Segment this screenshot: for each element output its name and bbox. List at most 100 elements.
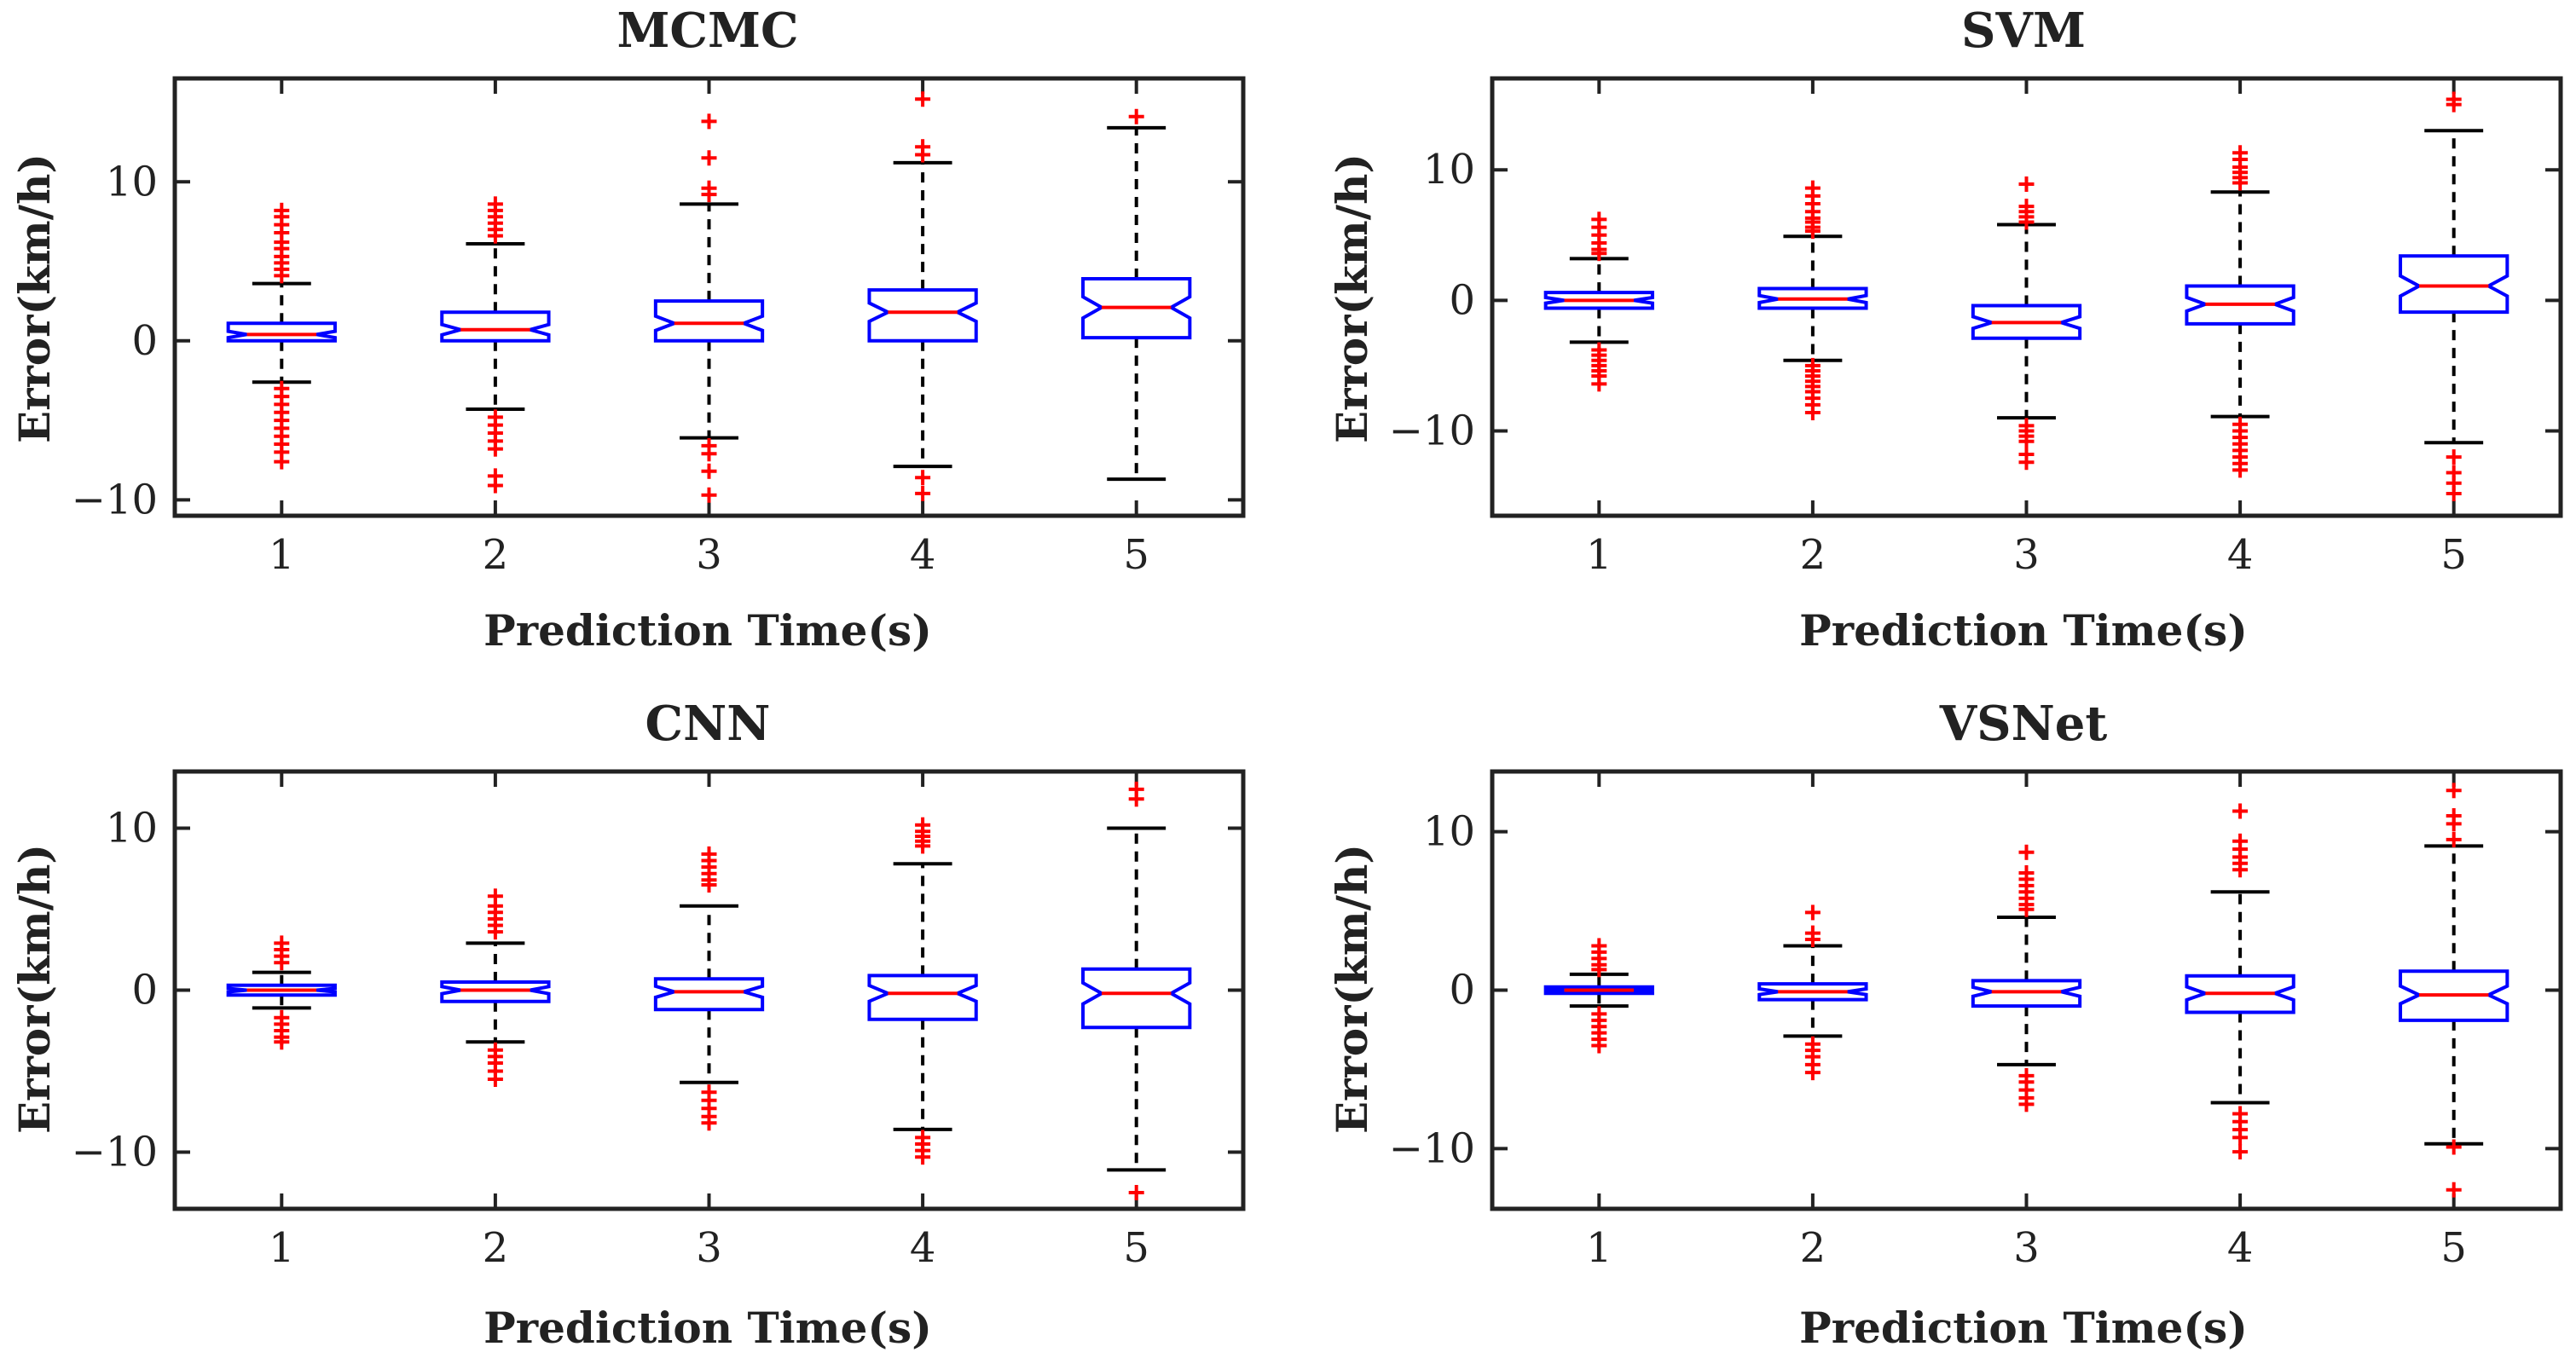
box-group (1081, 781, 1192, 1200)
x-tick-label: 4 (910, 531, 936, 579)
y-tick-label: 0 (1449, 967, 1475, 1014)
box-group (226, 935, 337, 1050)
outlier-marker (2446, 783, 2462, 799)
x-tick-label: 2 (1800, 531, 1826, 579)
box-group (1081, 108, 1192, 482)
outlier-marker (2018, 1096, 2035, 1112)
box-body (1971, 979, 2082, 1008)
x-tick-label: 2 (483, 531, 509, 579)
outlier-marker (2018, 901, 2035, 917)
y-axis-label: Error(km/h) (1327, 153, 1377, 443)
panel-title: CNN (645, 696, 771, 752)
box-group (1543, 938, 1654, 1054)
x-tick-label: 3 (696, 1224, 722, 1272)
box-group (2399, 783, 2509, 1198)
box-group (1543, 211, 1654, 392)
box-body (1543, 985, 1654, 996)
y-tick-label: 0 (1449, 276, 1475, 324)
outlier-marker (2018, 454, 2035, 471)
outlier-marker (2446, 1139, 2462, 1155)
box-body (1757, 286, 1868, 310)
x-tick-label: 5 (2440, 531, 2467, 579)
box-group (2185, 803, 2295, 1160)
outlier-marker (2446, 96, 2462, 113)
box-group (1757, 180, 1868, 421)
outlier-marker (2018, 214, 2035, 230)
x-tick-label: 5 (1123, 531, 1149, 579)
box-body (440, 310, 551, 343)
outlier-marker (2232, 175, 2249, 191)
box-group (653, 113, 765, 503)
x-tick-label: 4 (2227, 531, 2254, 579)
outlier-marker (487, 924, 503, 940)
box-body (1543, 291, 1654, 310)
box-group (440, 196, 551, 494)
panel-svm: SVM Error(km/h) Prediction Time(s) −10 0 1… (1327, 3, 2563, 656)
box-group (226, 202, 337, 470)
outlier-marker (2018, 176, 2035, 193)
outlier-marker (701, 877, 717, 893)
outlier-marker (2446, 816, 2462, 832)
box-body (867, 974, 978, 1021)
outlier-marker (915, 1149, 931, 1165)
outlier-marker (701, 1115, 717, 1131)
outlier-marker (1591, 1037, 1607, 1054)
box-body (440, 980, 551, 1003)
outlier-marker (2018, 844, 2035, 860)
outlier-marker (701, 113, 717, 130)
box-group (2185, 145, 2295, 478)
box-body (653, 299, 765, 343)
box-body (653, 977, 765, 1012)
outlier-marker (701, 463, 717, 479)
x-tick-label: 1 (1586, 531, 1612, 579)
y-tick-label: 0 (131, 317, 158, 365)
outlier-marker (915, 838, 931, 854)
x-tick-label: 2 (483, 1224, 509, 1272)
panel-cnn: CNN Error(km/h) Prediction Time(s) −10 0 1… (9, 696, 1246, 1353)
x-tick-label: 3 (2013, 1224, 2040, 1272)
outlier-marker (915, 147, 931, 163)
x-tick-label: 5 (1123, 1224, 1149, 1272)
box-group (867, 817, 978, 1165)
outlier-marker (2232, 1144, 2249, 1160)
y-axis-label: Error(km/h) (9, 153, 60, 443)
y-tick-label: 10 (1423, 146, 1475, 194)
x-axis-label: Prediction Time(s) (1799, 1303, 2248, 1353)
outlier-marker (701, 487, 717, 503)
outlier-marker (1591, 376, 1607, 392)
x-axis-label: Prediction Time(s) (1799, 605, 2248, 656)
outlier-marker (2232, 803, 2249, 819)
box-group (1971, 176, 2082, 471)
outlier-marker (487, 441, 503, 457)
outlier-marker (701, 446, 717, 462)
outlier-marker (2232, 862, 2249, 878)
y-tick-label: −10 (1389, 1124, 1475, 1172)
box-body (1971, 303, 2082, 340)
y-tick-label: 0 (131, 967, 158, 1014)
box-body (2185, 974, 2295, 1014)
box-body (1081, 967, 1192, 1030)
plot-area: −10 0 10 1 2 3 4 5 (72, 76, 1246, 579)
outlier-marker (1591, 246, 1607, 262)
outlier-marker (1804, 223, 1821, 240)
outlier-marker (1128, 108, 1144, 124)
x-tick-label: 3 (696, 531, 722, 579)
y-axis-label: Error(km/h) (1327, 844, 1377, 1134)
outlier-marker (1804, 932, 1821, 948)
x-tick-label: 1 (1586, 1224, 1612, 1272)
y-tick-label: 10 (1423, 808, 1475, 856)
outlier-marker (487, 477, 503, 494)
x-tick-label: 3 (2013, 531, 2040, 579)
outlier-marker (1591, 962, 1607, 978)
outlier-marker (274, 955, 290, 971)
outlier-marker (915, 91, 931, 107)
plot-area: −10 0 10 1 2 3 4 5 (1389, 769, 2563, 1272)
outlier-marker (2232, 1130, 2249, 1146)
plot-area: −10 0 10 1 2 3 4 5 (72, 769, 1246, 1272)
outlier-marker (2446, 449, 2462, 465)
panel-vsnet: VSNet Error(km/h) Prediction Time(s) −10… (1327, 696, 2563, 1353)
box-body (1081, 277, 1192, 340)
box-group (2399, 91, 2509, 501)
outlier-marker (1804, 405, 1821, 421)
x-tick-label: 1 (269, 531, 295, 579)
